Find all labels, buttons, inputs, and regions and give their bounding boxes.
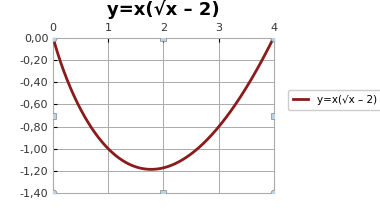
Line: y=x(√x – 2): y=x(√x – 2) [53, 38, 274, 169]
y=x(√x – 2) [271, 37, 276, 39]
y=x(√x – 2) [171, 163, 175, 166]
y=x(√x – 2) [182, 157, 187, 160]
y=x(√x – 2) [149, 168, 154, 171]
y=x(√x – 2) [266, 46, 271, 49]
y=x(√x – 2) [157, 167, 162, 170]
y=x(√x – 2) [232, 105, 237, 107]
Title: y=x(√x – 2): y=x(√x – 2) [107, 0, 220, 19]
Legend: y=x(√x – 2): y=x(√x – 2) [288, 90, 380, 110]
y=x(√x – 2) [51, 37, 55, 39]
y=x(√x – 2) [156, 168, 161, 170]
